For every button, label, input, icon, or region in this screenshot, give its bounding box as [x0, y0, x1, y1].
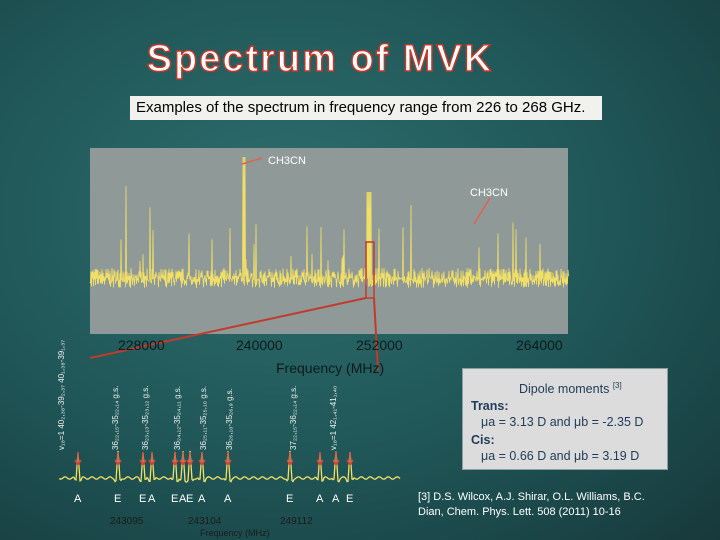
- marker-arrow: [332, 452, 340, 467]
- assignment-label: 36₂₂,₁₅-35₂₂,₁₄ g.s.: [111, 386, 120, 450]
- marker-arrow: [224, 452, 232, 467]
- marker-arrow: [139, 452, 147, 467]
- marker-label: A: [224, 493, 232, 505]
- marker-label: E: [114, 493, 121, 505]
- marker-arrow: [316, 452, 324, 467]
- reference-citation: [3] D.S. Wilcox, A.J. Shirar, O.L. Willi…: [418, 491, 645, 518]
- ch3cn-annotation: CH3CN: [470, 187, 508, 199]
- cis-label: Cis:: [471, 433, 495, 447]
- ch3cn-annotation: CH3CN: [268, 155, 306, 167]
- zoom-x-tick-label: 249112: [280, 516, 313, 527]
- zoomed-spectrum-trace: [59, 450, 401, 483]
- marker-arrow: [74, 452, 82, 467]
- marker-arrow: [148, 452, 156, 467]
- marker-arrow: [346, 452, 354, 467]
- marker-label: A: [316, 493, 324, 505]
- assignment-label: 36₂₃,₁₃-35₂₃,₁₂ g.s.: [141, 385, 150, 450]
- annotation-arrow: [473, 197, 491, 225]
- spectrum-plot-area: [90, 148, 568, 334]
- main-x-tick-label: 252000: [356, 337, 403, 353]
- marker-label: A: [198, 493, 206, 505]
- zoom-region-box: [365, 241, 375, 299]
- zoom-x-tick-label: 243095: [110, 516, 144, 527]
- line-assignments: v₁₈=1 40₂,₃₈-39₂,₃₇ 40₁,₃₈-39₁,₃₇ 36₂₂,₁₅…: [57, 340, 338, 450]
- slide-title: Spectrum of MVK: [146, 37, 494, 81]
- zoom-x-axis-label: Frequency (MHz): [200, 528, 270, 538]
- marker-arrow: [286, 452, 294, 467]
- marker-label: E: [139, 493, 146, 505]
- marker-arrow: [179, 452, 187, 467]
- annotation-arrow: [241, 157, 263, 165]
- marker-arrow: [186, 452, 194, 467]
- assignment-label: 37₂₂,₁₅-36₂₂,₁₄ g.s.: [289, 386, 298, 450]
- zoom-x-tick-label: 243104: [188, 516, 222, 527]
- main-spectrum-trace: [89, 156, 569, 288]
- marker-arrow: [171, 452, 179, 467]
- assignment-label: 36₂₅,₁₁-35₂₅,₁₀ g.s.: [199, 386, 208, 450]
- zoom-spectrum-line: [59, 450, 401, 483]
- cis-values: μa = 0.66 D and μb = 3.19 D: [481, 449, 640, 463]
- main-x-tick-label: 264000: [516, 337, 563, 353]
- spectrum-line: [89, 156, 569, 288]
- main-x-axis-label: Frequency (MHz): [276, 360, 384, 376]
- marker-arrow: [114, 452, 122, 467]
- zoom-line-left: [89, 297, 367, 359]
- assignment-label: v₁₈=1 42₁,₄₁-41₁,₄₀: [329, 386, 338, 450]
- assignment-label: 36₂₆,₁₀-35₂₆,₉ g.s.: [225, 388, 234, 450]
- main-x-tick-label: 240000: [236, 337, 283, 353]
- marker-label: E: [186, 493, 193, 505]
- dipole-moments-box: Dipole moments [3] Trans: μa = 3.13 D an…: [462, 368, 668, 470]
- marker-label: E: [346, 493, 353, 505]
- marker-label: A: [148, 493, 156, 505]
- marker-label: E: [286, 493, 293, 505]
- trans-values: μa = 3.13 D and μb = -2.35 D: [481, 415, 644, 429]
- dipole-title: Dipole moments [3]: [519, 381, 622, 397]
- slide-subtitle: Examples of the spectrum in frequency ra…: [130, 96, 602, 120]
- assignment-label: 36₂₄,₁₂-35₂₄,₁₁ g.s.: [173, 386, 182, 450]
- zoom-line-right: [373, 297, 379, 371]
- marker-label: E: [171, 493, 178, 505]
- marker-arrow: [198, 452, 206, 467]
- main-x-tick-label: 228000: [118, 337, 165, 353]
- marker-label: A: [332, 493, 340, 505]
- assignment-label: v₁₈=1 40₂,₃₈-39₂,₃₇ 40₁,₃₈-39₁,₃₇: [57, 340, 66, 450]
- marker-label: A: [179, 493, 187, 505]
- marker-label: A: [74, 493, 82, 505]
- trans-label: Trans:: [471, 399, 509, 413]
